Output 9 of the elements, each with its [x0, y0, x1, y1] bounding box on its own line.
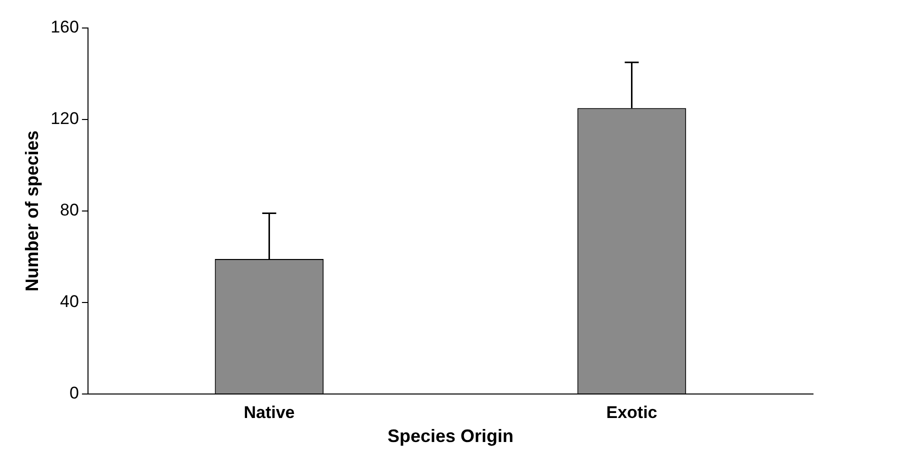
y-tick-label: 40	[60, 292, 79, 312]
y-axis-title: Number of species	[22, 130, 42, 292]
y-tick-label: 120	[50, 109, 79, 128]
y-tick-label: 160	[50, 18, 79, 37]
x-tick-label: Exotic	[606, 402, 658, 422]
x-tick-label: Native	[244, 402, 295, 422]
y-tick-label: 0	[69, 384, 79, 403]
y-tick-label: 80	[60, 200, 79, 220]
x-axis-title: Species Origin	[387, 426, 514, 446]
